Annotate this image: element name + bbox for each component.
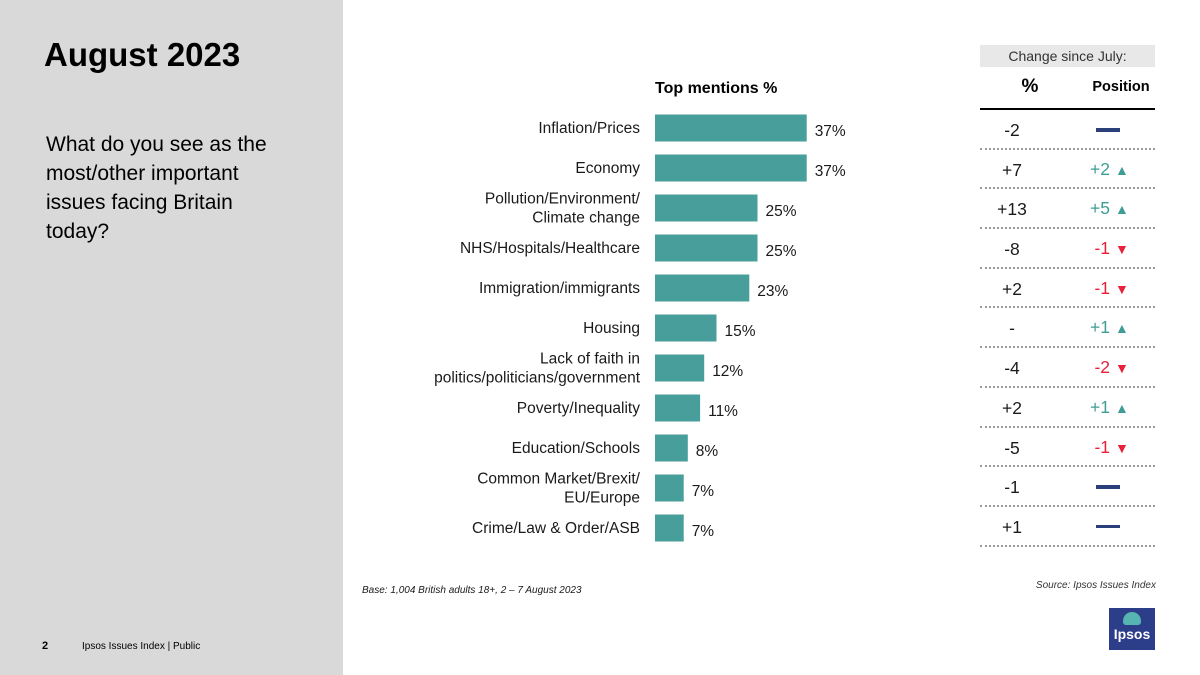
position-change-value: -1 — [1094, 238, 1110, 259]
left-panel — [0, 0, 343, 675]
change-percent: - — [1009, 318, 1015, 339]
bar — [655, 114, 807, 142]
position-change-value: +1 — [1090, 396, 1110, 417]
position-change: +5 ▲ — [1080, 198, 1150, 219]
bar — [655, 314, 717, 342]
value-label: 15% — [725, 323, 756, 340]
footer-text: Ipsos Issues Index | Public — [82, 641, 201, 652]
bar — [655, 234, 758, 262]
logo-mark-icon — [1123, 612, 1141, 625]
category-label: NHS/Hospitals/Healthcare — [460, 240, 640, 257]
chart-title: Top mentions % — [655, 80, 778, 97]
no-change-dash-icon — [1096, 524, 1120, 529]
position-change: +2 ▲ — [1080, 159, 1150, 180]
change-row: +13 +5 ▲ — [980, 189, 1155, 230]
position-change-value: +5 — [1090, 198, 1110, 219]
column-header-position: Position — [1092, 79, 1150, 95]
bar-chart: Inflation/Prices 37% Economy 37% Pollution/E… — [434, 114, 846, 542]
base-note: Base: 1,004 British adults 18+, 2 – 7 Au… — [362, 585, 582, 596]
change-percent: -2 — [1004, 120, 1020, 140]
category-label: Lack of faith in politics/politicians/gov… — [434, 351, 641, 387]
change-row: - +1 ▲ — [980, 308, 1155, 349]
no-change-dash-icon — [1096, 485, 1120, 489]
column-header-percent: % — [1021, 76, 1039, 97]
change-percent: -8 — [1004, 239, 1020, 260]
bar — [655, 394, 701, 422]
position-change: +1 ▲ — [1080, 397, 1150, 418]
change-table-header: Change since July: — [980, 45, 1155, 67]
change-percent: -1 — [1004, 477, 1020, 498]
value-label: 37% — [815, 163, 846, 180]
value-label: 23% — [757, 283, 788, 300]
triangle-down-icon: ▼ — [1115, 241, 1129, 258]
bar — [655, 354, 705, 382]
category-label: Pollution/Environment/Climate change — [485, 191, 641, 227]
bar — [655, 154, 807, 182]
change-percent: -5 — [1004, 437, 1020, 458]
triangle-up-icon: ▲ — [1115, 399, 1129, 416]
change-percent: +2 — [1002, 278, 1022, 299]
position-change-value: +2 — [1090, 158, 1110, 179]
category-label: Common Market/Brexit/EU/Europe — [477, 471, 640, 507]
ipsos-logo: Ipsos — [1109, 608, 1155, 650]
triangle-down-icon: ▼ — [1115, 360, 1129, 377]
page-number: 2 — [42, 640, 49, 652]
change-row: +1 — [980, 507, 1155, 547]
logo-text: Ipsos — [1113, 626, 1151, 642]
change-row: -4 -2 ▼ — [980, 348, 1155, 388]
no-change-dash-icon — [1096, 128, 1120, 132]
bar — [655, 274, 750, 302]
value-label: 12% — [712, 363, 743, 380]
position-change: +1 ▲ — [1080, 317, 1150, 338]
bar — [655, 514, 684, 542]
triangle-up-icon: ▲ — [1115, 161, 1129, 178]
position-change-value: -2 — [1094, 357, 1110, 378]
bar — [655, 434, 688, 462]
category-label: Inflation/Prices — [538, 120, 640, 137]
category-label: Education/Schools — [512, 440, 641, 457]
change-row: +2 -1 ▼ — [980, 269, 1155, 309]
position-change: -1 ▼ — [1080, 437, 1150, 458]
category-label: Poverty/Inequality — [517, 400, 640, 417]
change-row: +7 +2 ▲ — [980, 150, 1155, 190]
position-change: -1 ▼ — [1080, 238, 1150, 259]
position-change-value: -1 — [1094, 277, 1110, 298]
position-change-value: -1 — [1094, 436, 1110, 457]
triangle-up-icon: ▲ — [1115, 201, 1129, 218]
change-table: -2 +7 +2 ▲ +13 +5 ▲ -8 -1 ▼ +2 -1 ▼ - +1 ▲ -4 -2 ▼ +2 +1 ▲ -5-… — [980, 110, 1155, 547]
position-change-value: +1 — [1090, 317, 1110, 338]
change-row: -5 -1 ▼ — [980, 428, 1155, 468]
triangle-down-icon: ▼ — [1115, 439, 1129, 456]
bar — [655, 474, 684, 502]
survey-question: What do you see as the most/other import… — [46, 133, 267, 243]
bar — [655, 194, 758, 222]
change-percent: +1 — [1002, 516, 1022, 537]
value-label: 11% — [708, 403, 738, 420]
category-label: Crime/Law & Order/ASB — [472, 520, 640, 537]
category-label: Economy — [575, 160, 640, 177]
header-divider — [980, 108, 1155, 110]
value-label: 25% — [766, 243, 797, 260]
change-percent: +7 — [1002, 159, 1022, 180]
change-percent: +13 — [997, 199, 1027, 220]
value-label: 37% — [815, 123, 846, 140]
change-percent: -4 — [1004, 358, 1020, 379]
slide-title: August 2023 — [44, 36, 241, 73]
value-label: 25% — [766, 203, 797, 220]
triangle-down-icon: ▼ — [1115, 280, 1129, 297]
value-label: 7% — [692, 483, 715, 500]
change-row: -1 — [980, 467, 1155, 507]
change-row: -8 -1 ▼ — [980, 229, 1155, 269]
change-row: +2 +1 ▲ — [980, 388, 1155, 428]
value-label: 7% — [692, 523, 715, 540]
value-label: 8% — [696, 443, 719, 460]
category-label: Immigration/immigrants — [479, 280, 640, 297]
position-change: -1 ▼ — [1080, 278, 1150, 299]
source-note: Source: Ipsos Issues Index — [1035, 580, 1156, 591]
category-label: Housing — [583, 320, 640, 337]
change-percent: +2 — [1002, 397, 1022, 418]
change-row: -2 — [980, 110, 1155, 150]
position-change: -2 ▼ — [1080, 357, 1150, 378]
triangle-up-icon: ▲ — [1115, 320, 1129, 337]
